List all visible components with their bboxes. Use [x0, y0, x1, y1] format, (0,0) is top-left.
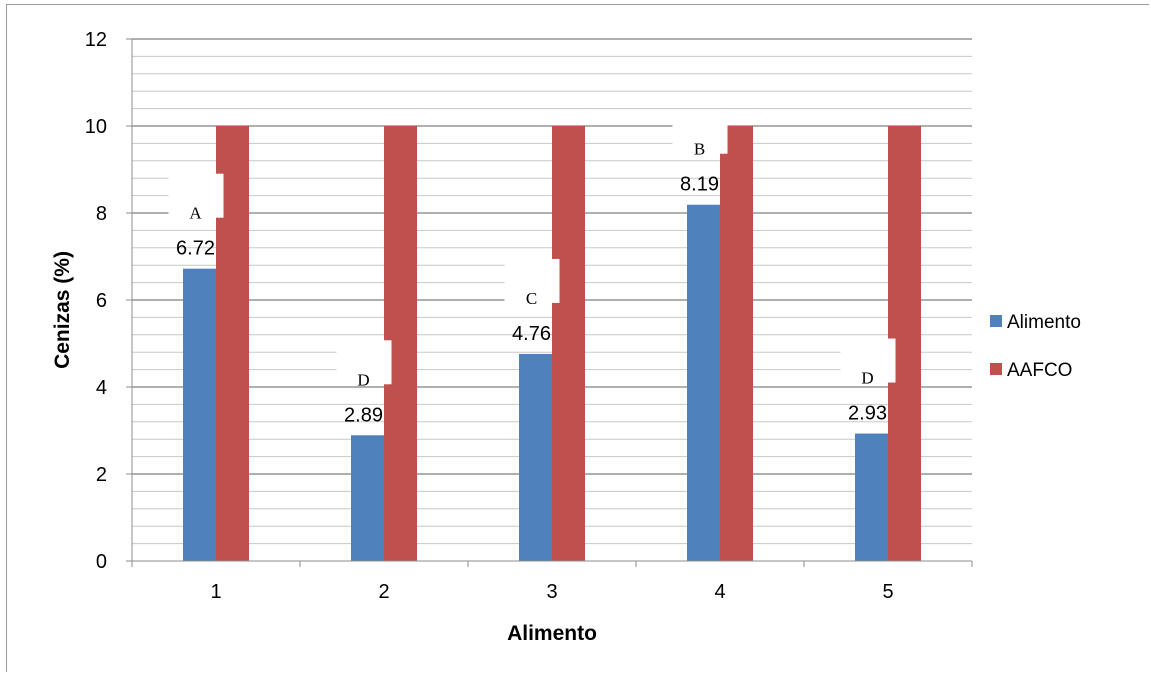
y-tick-label: 4	[96, 377, 107, 399]
value-label: 2.93	[848, 403, 887, 425]
y-tick-label: 10	[85, 116, 107, 138]
x-tick-label: 5	[882, 581, 893, 603]
significance-letter: A	[189, 204, 202, 223]
y-tick-label: 2	[96, 464, 107, 486]
y-tick-label: 0	[96, 551, 107, 573]
bar-aafco	[552, 126, 585, 561]
bar-alimento	[855, 433, 888, 561]
bar-aafco	[720, 126, 753, 561]
y-tick-label: 8	[96, 203, 107, 225]
legend: Alimento AAFCO	[990, 312, 1081, 381]
legend-swatch-alimento	[990, 315, 1002, 327]
bar-alimento	[351, 435, 384, 561]
bars	[183, 126, 921, 562]
bar-alimento	[183, 268, 216, 561]
y-tick-label: 6	[96, 290, 107, 312]
significance-letter: C	[526, 289, 537, 308]
bar-alimento	[687, 204, 720, 562]
y-axis-title: Cenizas (%)	[51, 251, 74, 369]
letter-label-box	[336, 340, 392, 385]
x-tick-label: 4	[714, 581, 725, 603]
significance-letter: D	[861, 369, 873, 388]
y-tick-label: 12	[85, 29, 107, 51]
letter-label-box	[504, 258, 560, 303]
value-label: 8.19	[680, 174, 719, 196]
letter-label-box	[672, 109, 728, 154]
bar-alimento	[519, 353, 552, 561]
value-label: 6.72	[176, 238, 215, 260]
data-labels: A 6.72 D 2.89 C 4.76 B 8.19 D 2.93	[168, 109, 896, 426]
significance-letter: B	[694, 140, 705, 159]
x-axis-title: Alimento	[507, 622, 597, 645]
legend-label-alimento: Alimento	[1007, 312, 1081, 333]
letter-label-box	[840, 338, 896, 383]
value-label: 2.89	[344, 404, 383, 426]
letter-label-box	[168, 173, 224, 218]
legend-swatch-aafco	[990, 363, 1002, 375]
value-label: 4.76	[512, 323, 551, 345]
chart-frame	[6, 4, 1149, 672]
legend-label-aafco: AAFCO	[1007, 360, 1072, 381]
x-tick-label: 1	[210, 581, 221, 603]
x-tick-label: 2	[378, 581, 389, 603]
significance-letter: D	[357, 370, 369, 389]
x-tick-label: 3	[546, 581, 557, 603]
